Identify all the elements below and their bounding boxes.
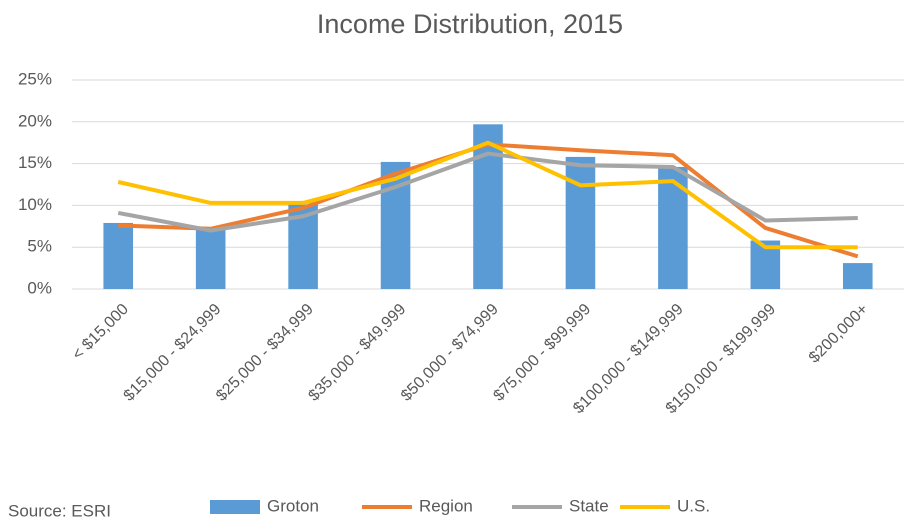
y-tick-label: 10%: [18, 195, 52, 214]
legend-label: State: [569, 496, 609, 515]
y-tick-label: 0%: [27, 278, 52, 297]
source-note: Source: ESRI: [8, 501, 111, 520]
x-tick-label: $15,000 - $24,999: [121, 301, 225, 405]
x-tick-label: $200,000+: [806, 301, 872, 367]
x-tick-label: < $15,000: [69, 301, 132, 364]
y-tick-label: 20%: [18, 111, 52, 130]
bar: [565, 156, 596, 289]
bar: [195, 227, 226, 289]
x-tick-label: $75,000 - $99,999: [490, 301, 594, 405]
chart-title: Income Distribution, 2015: [317, 9, 623, 39]
y-tick-label: 15%: [18, 153, 52, 172]
bar: [658, 166, 688, 289]
y-tick-label: 25%: [18, 69, 52, 88]
line: [117, 140, 858, 250]
bar: [103, 222, 134, 289]
line: [117, 151, 858, 233]
legend-swatch: [210, 500, 260, 514]
x-tick-label: $25,000 - $34,999: [213, 301, 317, 405]
legend-label: Groton: [267, 496, 319, 515]
legend-label: U.S.: [677, 496, 710, 515]
y-tick-label: 5%: [27, 237, 52, 256]
legend-label: Region: [419, 496, 473, 515]
x-tick-label: $50,000 - $74,999: [398, 301, 502, 405]
bar: [842, 263, 873, 289]
x-tick-label: $35,000 - $49,999: [305, 301, 409, 405]
